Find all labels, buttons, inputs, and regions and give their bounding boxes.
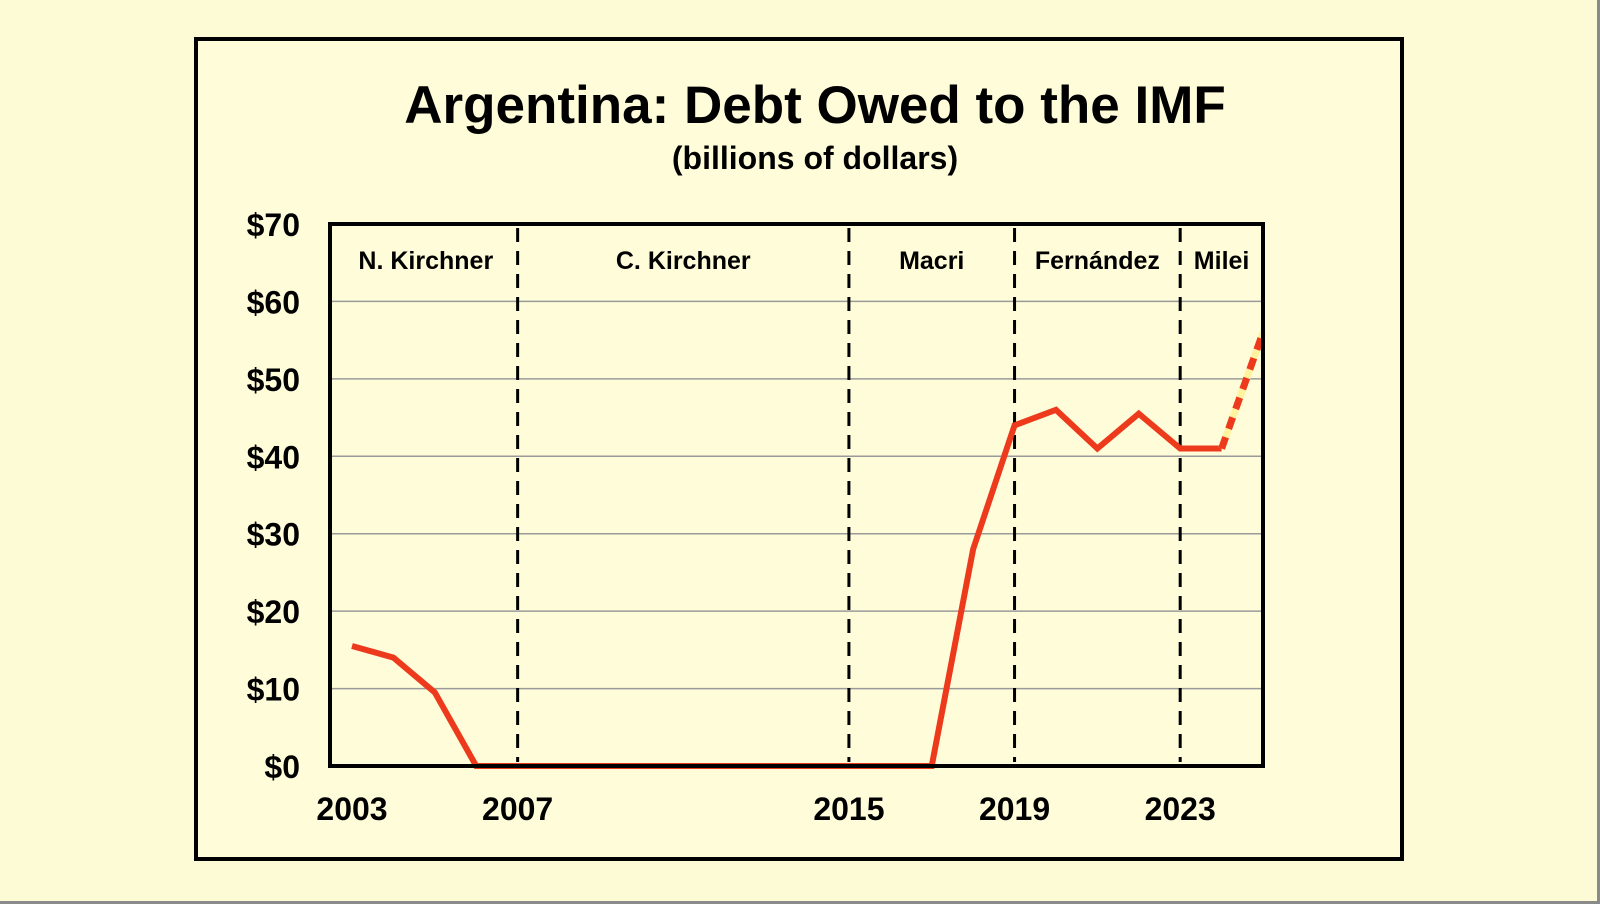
y-tick-label: $0	[264, 749, 300, 785]
y-tick-label: $30	[247, 517, 300, 553]
y-tick-label: $20	[247, 594, 300, 630]
y-tick-label: $50	[247, 362, 300, 398]
x-tick-label: 2003	[316, 791, 387, 827]
era-dividers: N. Kirchner C. Kirchner Macri Fernández Mile…	[358, 228, 1249, 762]
era-label: Milei	[1194, 247, 1250, 275]
x-axis-ticks: 2003 2007 2015 2019 2023	[316, 791, 1215, 827]
y-tick-label: $70	[247, 207, 300, 243]
y-tick-label: $40	[247, 439, 300, 475]
x-tick-label: 2023	[1145, 791, 1216, 827]
y-axis-ticks: $0 $10 $20 $30 $40 $50 $60 $70	[247, 207, 300, 785]
era-label: Macri	[899, 247, 964, 275]
gridlines	[330, 300, 1263, 690]
x-tick-label: 2007	[482, 791, 553, 827]
x-tick-label: 2019	[979, 791, 1050, 827]
projection-line-base	[1218, 331, 1267, 450]
era-label: C. Kirchner	[616, 247, 751, 275]
x-tick-label: 2015	[813, 791, 884, 827]
era-label: Fernández	[1035, 247, 1160, 275]
y-tick-label: $10	[247, 672, 300, 708]
y-tick-label: $60	[247, 284, 300, 320]
chart-title: Argentina: Debt Owed to the IMF	[404, 76, 1225, 135]
plot-area-border	[328, 222, 1265, 768]
chart-subtitle: (billions of dollars)	[672, 140, 958, 176]
debt-line	[351, 406, 1222, 769]
data-lines	[351, 331, 1267, 769]
era-label: N. Kirchner	[358, 247, 493, 275]
